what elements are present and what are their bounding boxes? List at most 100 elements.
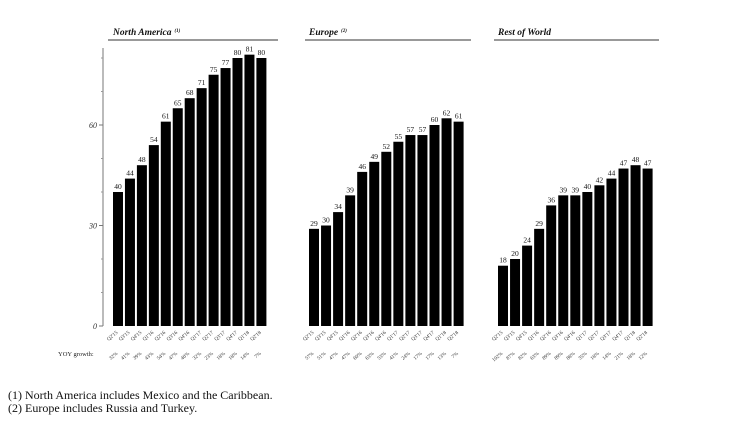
growth-label: 17% — [413, 351, 425, 362]
category-label: Q1'16 — [142, 330, 156, 343]
bar-value-label: 24 — [523, 236, 531, 245]
bar — [522, 245, 533, 326]
panel-title-note: (1) — [175, 29, 181, 34]
category-label: Q3'17 — [213, 330, 227, 343]
category-label: Q2'17 — [201, 330, 215, 343]
bar — [148, 145, 159, 326]
category-label: Q2'18 — [249, 330, 263, 343]
category-label: Q4'15 — [515, 330, 529, 343]
growth-label: 41% — [388, 351, 400, 362]
category-label: Q2'16 — [350, 330, 364, 343]
category-label: Q2'15 — [302, 330, 316, 343]
growth-label: 87% — [505, 351, 517, 362]
bar-value-label: 44 — [608, 169, 616, 178]
y-tick-label: 60 — [89, 121, 97, 130]
growth-label: 54% — [156, 351, 168, 362]
growth-label: 14% — [240, 351, 252, 362]
bar — [429, 125, 440, 326]
category-label: Q1'18 — [434, 330, 448, 343]
bar — [208, 74, 219, 326]
bar-value-label: 61 — [455, 112, 463, 121]
growth-label: 89% — [553, 351, 565, 362]
bar — [160, 121, 171, 327]
bar-value-label: 55 — [395, 132, 403, 141]
category-label: Q2'17 — [398, 330, 412, 343]
category-label: Q4'16 — [374, 330, 388, 343]
bar-value-label: 48 — [138, 155, 146, 164]
bar — [594, 185, 605, 326]
category-label: Q4'15 — [130, 330, 144, 343]
category-label: Q2'18 — [446, 330, 460, 343]
category-label: Q1'16 — [527, 330, 541, 343]
category-label: Q2'15 — [106, 330, 120, 343]
growth-label: 40% — [180, 351, 192, 362]
footnote-2: (2) Europe includes Russia and Turkey. — [8, 401, 198, 415]
bar — [498, 265, 508, 326]
category-label: Q3'17 — [410, 330, 424, 343]
footnote-1: (1) North America includes Mexico and th… — [8, 388, 273, 402]
bar — [393, 141, 404, 326]
growth-label: 24% — [401, 351, 413, 362]
growth-label: 47% — [168, 351, 180, 362]
bar-value-label: 49 — [371, 152, 379, 161]
bar-value-label: 18 — [499, 256, 507, 265]
growth-label: 47% — [328, 351, 340, 362]
bar — [558, 195, 569, 326]
growth-label: 17% — [425, 351, 437, 362]
growth-label: 7% — [254, 351, 264, 360]
growth-label: 32% — [108, 351, 120, 362]
bar — [321, 225, 332, 326]
growth-label: 32% — [192, 351, 204, 362]
category-label: Q1'17 — [575, 330, 589, 343]
growth-label: 21% — [614, 351, 626, 362]
bar-value-label: 62 — [443, 108, 451, 117]
bar-value-label: 44 — [126, 169, 134, 178]
bar — [381, 151, 392, 326]
category-label: Q3'17 — [599, 330, 613, 343]
bar-value-label: 29 — [535, 219, 543, 228]
bar — [244, 54, 255, 327]
bar-value-label: 46 — [358, 162, 366, 171]
bar — [172, 108, 183, 326]
growth-label: 88% — [565, 351, 577, 362]
bar-value-label: 60 — [431, 115, 439, 124]
bar — [357, 171, 368, 326]
growth-label: 82% — [517, 351, 529, 362]
bar-value-label: 39 — [572, 185, 580, 194]
growth-label: 23% — [204, 351, 216, 362]
bar-value-label: 61 — [162, 112, 170, 121]
growth-label: 53% — [376, 351, 388, 362]
category-label: Q4'16 — [563, 330, 577, 343]
category-label: Q3'16 — [362, 330, 376, 343]
growth-label: 60% — [352, 351, 364, 362]
category-label: Q1'18 — [623, 330, 637, 343]
panel-title-note: (2) — [341, 29, 347, 34]
bar — [417, 135, 428, 326]
bar-value-label: 47 — [644, 159, 652, 168]
category-label: Q2'15 — [491, 330, 505, 343]
bar — [546, 205, 557, 326]
bar — [582, 192, 593, 326]
bar-value-label: 65 — [174, 98, 182, 107]
growth-label: 35% — [577, 351, 589, 362]
bar-value-label: 36 — [547, 195, 555, 204]
bar-value-label: 34 — [334, 202, 342, 211]
bar — [630, 165, 641, 326]
category-label: Q1'16 — [338, 330, 352, 343]
growth-label: 57% — [304, 351, 316, 362]
bar-value-label: 30 — [322, 216, 330, 225]
bar — [184, 98, 195, 326]
category-label: Q4'17 — [225, 330, 239, 343]
bar-value-label: 52 — [383, 142, 391, 151]
growth-label: 102% — [491, 351, 505, 364]
bar-value-label: 68 — [186, 88, 194, 97]
growth-label: 18% — [626, 351, 638, 362]
bar — [570, 195, 581, 326]
bar — [345, 195, 356, 326]
bar-value-label: 80 — [258, 48, 266, 57]
bar-value-label: 54 — [150, 135, 158, 144]
bar — [309, 228, 319, 326]
bar-value-label: 40 — [584, 182, 592, 191]
category-label: Q3'16 — [166, 330, 180, 343]
growth-label: 63% — [364, 351, 376, 362]
